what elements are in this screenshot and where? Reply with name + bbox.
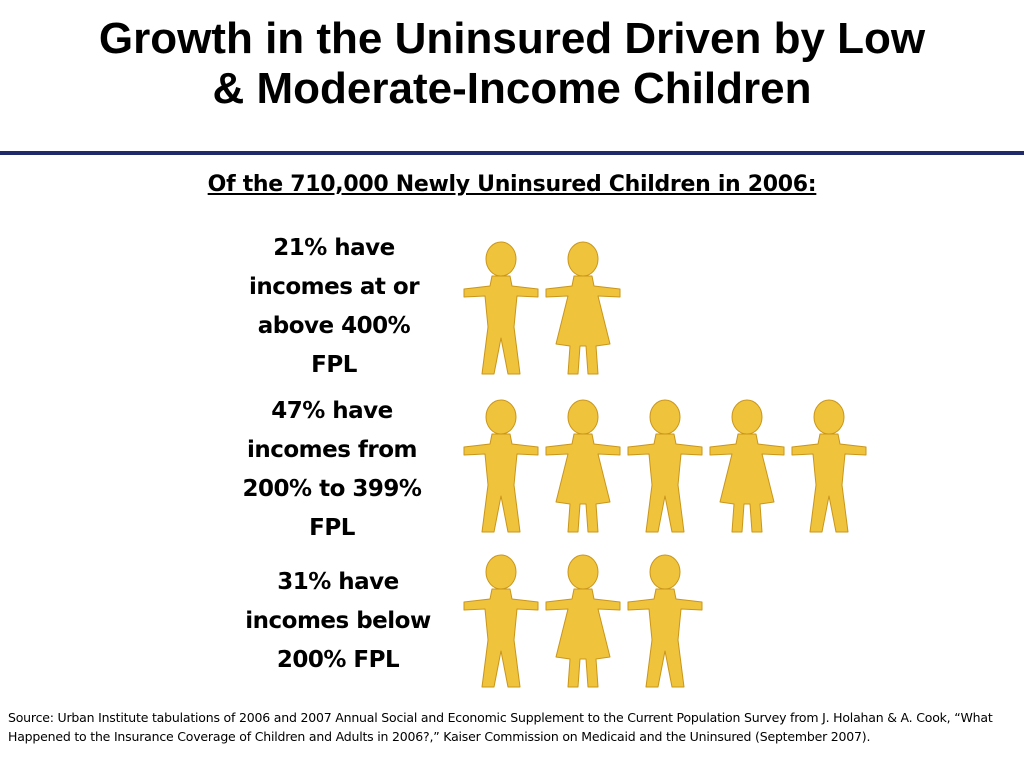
stat-line: 21% have [273, 235, 395, 261]
boy-figure-icon [627, 399, 703, 533]
stat-line: FPL [311, 352, 357, 378]
stat-line: 200% to 399% [242, 476, 422, 502]
subtitle: Of the 710,000 Newly Uninsured Children … [207, 172, 817, 197]
stat-line: 31% have [277, 569, 399, 595]
boy-figure-icon [791, 399, 867, 533]
paper-doll-row-200-to-399 [460, 390, 876, 540]
stat-line: 200% FPL [276, 647, 400, 673]
boy-figure-icon [627, 554, 703, 688]
stat-line: FPL [309, 515, 355, 541]
title-divider [0, 151, 1024, 155]
stat-line: above 400% [257, 313, 411, 339]
stat-label-below-200: 31% have incomes below 200% FPL [226, 563, 450, 680]
stat-label-above-400: 21% have incomes at or above 400% FPL [232, 229, 436, 385]
source-note: Source: Urban Institute tabulations of 2… [8, 710, 993, 744]
stat-line: incomes below [245, 608, 431, 634]
stat-label-200-to-399: 47% have incomes from 200% to 399% FPL [230, 392, 434, 548]
girl-figure-icon [545, 241, 621, 375]
paper-doll-row-above-400 [460, 232, 630, 382]
stat-line: 47% have [271, 398, 393, 424]
paper-doll-row-below-200 [460, 545, 712, 695]
boy-figure-icon [463, 554, 539, 688]
title-line-1: Growth in the Uninsured Driven by Low [98, 14, 926, 63]
girl-figure-icon [545, 554, 621, 688]
boy-figure-icon [463, 241, 539, 375]
title-line-2: & Moderate-Income Children [212, 64, 812, 113]
slide-title: Growth in the Uninsured Driven by Low & … [0, 14, 1024, 114]
girl-figure-icon [545, 399, 621, 533]
boy-figure-icon [463, 399, 539, 533]
girl-figure-icon [709, 399, 785, 533]
stat-line: incomes at or [248, 274, 420, 300]
stat-line: incomes from [246, 437, 418, 463]
